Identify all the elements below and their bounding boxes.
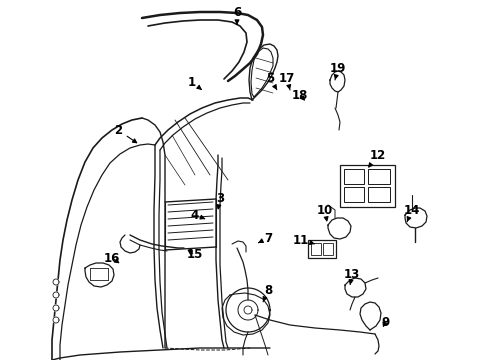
Text: 13: 13 xyxy=(344,269,360,284)
Polygon shape xyxy=(53,292,59,298)
Text: 7: 7 xyxy=(259,231,272,244)
Text: 6: 6 xyxy=(233,5,241,24)
Text: 2: 2 xyxy=(114,123,137,143)
Text: 3: 3 xyxy=(216,192,224,209)
Bar xyxy=(344,187,364,202)
Bar xyxy=(368,169,390,184)
Text: 11: 11 xyxy=(293,234,315,247)
Text: 16: 16 xyxy=(104,252,120,265)
Text: 19: 19 xyxy=(330,62,346,80)
Bar xyxy=(340,165,395,207)
Text: 15: 15 xyxy=(187,248,203,261)
Text: 5: 5 xyxy=(266,72,277,90)
Polygon shape xyxy=(238,300,258,320)
Polygon shape xyxy=(244,306,252,314)
Text: 12: 12 xyxy=(368,149,386,167)
Polygon shape xyxy=(226,288,270,332)
Text: 10: 10 xyxy=(317,203,333,221)
Polygon shape xyxy=(53,279,59,285)
Polygon shape xyxy=(53,305,59,311)
Bar xyxy=(344,169,364,184)
Bar xyxy=(368,187,390,202)
Bar xyxy=(311,243,321,255)
Text: 14: 14 xyxy=(404,203,420,222)
Text: 8: 8 xyxy=(263,284,272,302)
Bar xyxy=(308,240,336,258)
Bar xyxy=(323,243,333,255)
Text: 18: 18 xyxy=(292,89,308,102)
Polygon shape xyxy=(53,317,59,323)
Text: 9: 9 xyxy=(381,315,389,328)
Text: 1: 1 xyxy=(188,76,201,89)
Text: 4: 4 xyxy=(191,208,205,221)
Text: 17: 17 xyxy=(279,72,295,90)
